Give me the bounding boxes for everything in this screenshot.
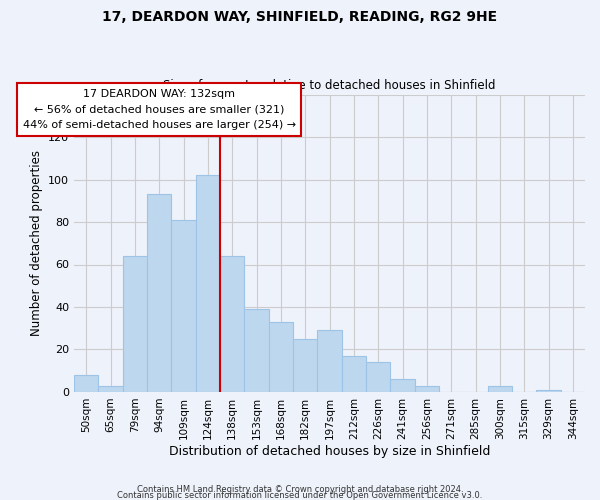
Text: 17 DEARDON WAY: 132sqm
← 56% of detached houses are smaller (321)
44% of semi-de: 17 DEARDON WAY: 132sqm ← 56% of detached…: [23, 89, 296, 130]
Bar: [293, 339, 317, 392]
Bar: [317, 330, 341, 392]
Bar: [269, 322, 293, 392]
Bar: [488, 386, 512, 392]
Text: 17, DEARDON WAY, SHINFIELD, READING, RG2 9HE: 17, DEARDON WAY, SHINFIELD, READING, RG2…: [103, 10, 497, 24]
Bar: [172, 220, 196, 392]
Text: Contains public sector information licensed under the Open Government Licence v3: Contains public sector information licen…: [118, 490, 482, 500]
Text: Contains HM Land Registry data © Crown copyright and database right 2024.: Contains HM Land Registry data © Crown c…: [137, 484, 463, 494]
Bar: [391, 379, 415, 392]
X-axis label: Distribution of detached houses by size in Shinfield: Distribution of detached houses by size …: [169, 444, 490, 458]
Bar: [244, 309, 269, 392]
Bar: [74, 375, 98, 392]
Bar: [98, 386, 123, 392]
Bar: [147, 194, 172, 392]
Bar: [366, 362, 391, 392]
Bar: [123, 256, 147, 392]
Bar: [341, 356, 366, 392]
Bar: [536, 390, 560, 392]
Title: Size of property relative to detached houses in Shinfield: Size of property relative to detached ho…: [163, 79, 496, 92]
Bar: [220, 256, 244, 392]
Bar: [196, 176, 220, 392]
Y-axis label: Number of detached properties: Number of detached properties: [29, 150, 43, 336]
Bar: [415, 386, 439, 392]
